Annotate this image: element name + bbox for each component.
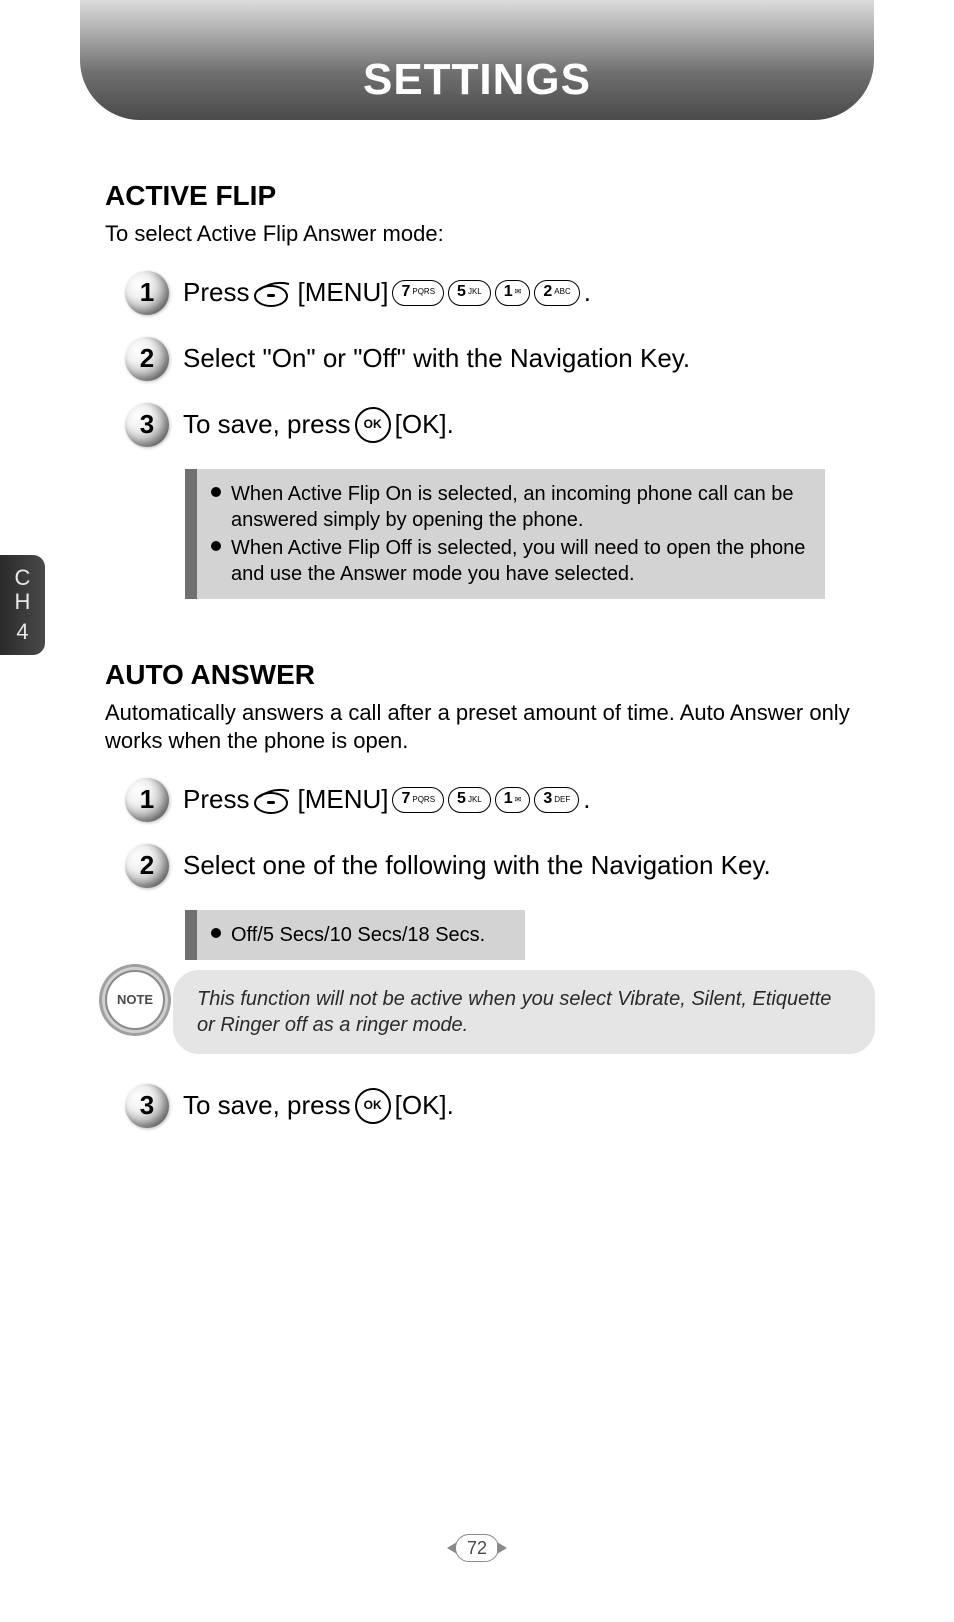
info-body: Off/5 Secs/10 Secs/18 Secs. <box>197 910 499 960</box>
step-text: To save, press OK [OK]. <box>183 1088 454 1124</box>
menu-label: [MENU] <box>297 276 388 310</box>
step-text: To save, press OK [OK]. <box>183 407 454 443</box>
save-label: To save, press <box>183 1089 351 1123</box>
auto-answer-step-1: 1 Press [MENU] 7PQRS 5JKL 1✉ 3DEF . <box>125 778 875 822</box>
note-badge-icon: NOTE <box>105 970 165 1030</box>
page-number: 72 <box>447 1534 507 1562</box>
save-label: To save, press <box>183 408 351 442</box>
period: . <box>583 783 590 817</box>
section-title-active-flip: ACTIVE FLIP <box>105 180 875 212</box>
ok-key-icon: OK <box>355 407 391 443</box>
step-number-3-icon: 3 <box>125 403 169 447</box>
step-number-1-icon: 1 <box>125 778 169 822</box>
step-number-2-icon: 2 <box>125 844 169 888</box>
chapter-letter-c: C <box>15 566 31 590</box>
auto-answer-step-3: 3 To save, press OK [OK]. <box>125 1084 875 1128</box>
info-bar <box>185 469 197 599</box>
step-number-3-icon: 3 <box>125 1084 169 1128</box>
chapter-tab: C H 4 <box>0 555 45 655</box>
step-text: Press [MENU] 7PQRS 5JKL 1✉ 3DEF . <box>183 783 591 817</box>
step-text: Select "On" or "Off" with the Navigation… <box>183 342 690 376</box>
section-intro-active-flip: To select Active Flip Answer mode: <box>105 220 875 249</box>
section-intro-auto-answer: Automatically answers a call after a pre… <box>105 699 875 756</box>
active-flip-step-3: 3 To save, press OK [OK]. <box>125 403 875 447</box>
active-flip-step-2: 2 Select "On" or "Off" with the Navigati… <box>125 337 875 381</box>
chapter-number: 4 <box>16 620 28 644</box>
period: . <box>584 276 591 310</box>
page-arrow-right-icon <box>497 1542 507 1554</box>
key-3-icon: 3DEF <box>534 787 579 813</box>
soft-key-icon <box>253 278 293 308</box>
step-text: Press [MENU] 7PQRS 5JKL 1✉ 2ABC . <box>183 276 591 310</box>
options-bullet: Off/5 Secs/10 Secs/18 Secs. <box>211 922 485 948</box>
menu-label: [MENU] <box>297 783 388 817</box>
key-7-icon: 7PQRS <box>392 280 444 306</box>
note-bubble: This function will not be active when yo… <box>173 970 875 1054</box>
page-number-value: 72 <box>455 1534 499 1562</box>
info-bullet-2: When Active Flip Off is selected, you wi… <box>211 535 811 587</box>
section-title-auto-answer: AUTO ANSWER <box>105 659 875 691</box>
auto-answer-options-box: Off/5 Secs/10 Secs/18 Secs. <box>185 910 525 960</box>
key-1-icon: 1✉ <box>495 280 531 306</box>
key-7-icon: 7PQRS <box>392 787 444 813</box>
chapter-letter-h: H <box>15 590 31 614</box>
step-number-1-icon: 1 <box>125 271 169 315</box>
ok-key-icon: OK <box>355 1088 391 1124</box>
press-label: Press <box>183 276 249 310</box>
ok-label: [OK]. <box>395 1089 454 1123</box>
header-banner: SETTINGS <box>80 0 874 120</box>
info-body: When Active Flip On is selected, an inco… <box>197 469 825 599</box>
auto-answer-step-2: 2 Select one of the following with the N… <box>125 844 875 888</box>
info-bar <box>185 910 197 960</box>
key-2-icon: 2ABC <box>534 280 579 306</box>
ok-label: [OK]. <box>395 408 454 442</box>
soft-key-icon <box>253 785 293 815</box>
key-5-icon: 5JKL <box>448 787 491 813</box>
page-title: SETTINGS <box>363 55 591 105</box>
active-flip-step-1: 1 Press [MENU] 7PQRS 5JKL 1✉ 2ABC . <box>125 271 875 315</box>
key-5-icon: 5JKL <box>448 280 491 306</box>
step-text: Select one of the following with the Nav… <box>183 849 771 883</box>
step-number-2-icon: 2 <box>125 337 169 381</box>
note-badge-label: NOTE <box>117 992 153 1007</box>
content-area: ACTIVE FLIP To select Active Flip Answer… <box>105 150 875 1150</box>
active-flip-info-box: When Active Flip On is selected, an inco… <box>185 469 825 599</box>
note-row: NOTE This function will not be active wh… <box>105 970 875 1054</box>
info-bullet-1: When Active Flip On is selected, an inco… <box>211 481 811 533</box>
key-1-icon: 1✉ <box>495 787 531 813</box>
press-label: Press <box>183 783 249 817</box>
